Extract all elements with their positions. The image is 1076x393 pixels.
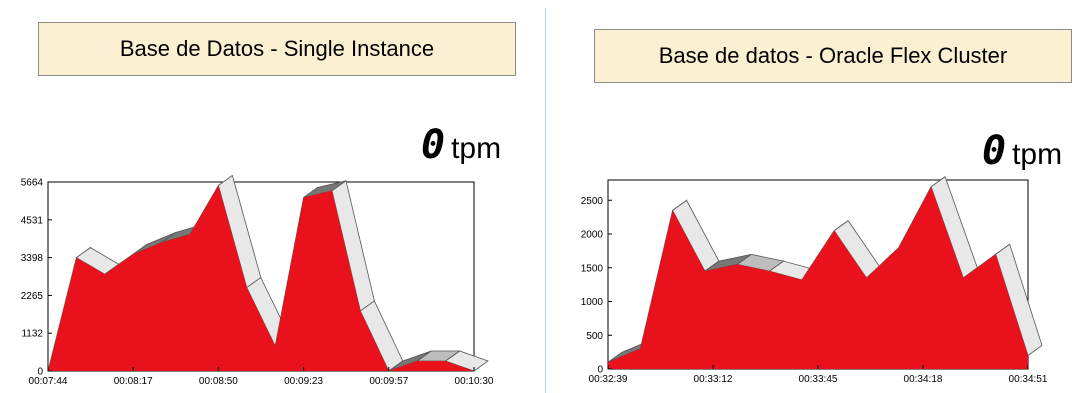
y-tick-label: 0 — [597, 365, 603, 376]
y-tick-label: 2265 — [21, 291, 44, 302]
panel-title-text: Base de Datos - Single Instance — [119, 36, 435, 61]
y-tick-label: 2500 — [581, 196, 604, 207]
tpm-readout-single-instance: 0 tpm — [421, 122, 501, 168]
tpm-readout-flex-cluster: 0 tpm — [982, 128, 1062, 174]
x-tick-label: 00:09:23 — [284, 376, 323, 387]
x-tick-label: 00:33:12 — [694, 374, 733, 385]
tpm-unit: tpm — [1012, 138, 1063, 171]
ribbon-face — [444, 350, 489, 372]
panel-title-text: Base de datos - Oracle Flex Cluster — [658, 43, 1008, 68]
y-tick-label: 1500 — [581, 263, 604, 274]
panel-title-single-instance: Base de Datos - Single Instance — [38, 22, 516, 76]
y-tick-label: 4531 — [21, 215, 44, 226]
x-tick-label: 00:08:17 — [114, 376, 153, 387]
area-series — [608, 186, 1028, 369]
x-tick-label: 00:09:57 — [369, 376, 408, 387]
tpm-value: 0 — [421, 122, 446, 168]
y-tick-label: 1132 — [21, 329, 43, 340]
x-tick-label: 00:10:30 — [455, 376, 494, 387]
x-tick-label: 00:07:44 — [29, 376, 68, 387]
y-tick-label: 5664 — [21, 178, 44, 189]
y-tick-label: 0 — [37, 367, 43, 378]
tpm-unit: tpm — [451, 132, 502, 165]
y-tick-label: 1000 — [581, 297, 604, 308]
x-tick-label: 00:32:39 — [589, 374, 628, 385]
tpm-chart-single-instance: 0 1132 2265 3398 4531 5664 00:07:44 00:08:17 00:… — [21, 174, 494, 387]
panel-divider — [545, 8, 546, 393]
y-tick-label: 2000 — [581, 230, 604, 241]
x-tick-label: 00:34:51 — [1009, 374, 1048, 385]
y-tick-label: 3398 — [21, 253, 44, 264]
y-tick-label: 500 — [586, 331, 603, 342]
area-series — [48, 185, 474, 371]
x-tick-label: 00:34:18 — [904, 374, 943, 385]
tpm-value: 0 — [982, 128, 1007, 174]
x-tick-label: 00:33:45 — [799, 374, 838, 385]
x-tick-label: 00:08:50 — [199, 376, 238, 387]
tpm-chart-flex-cluster: 0 500 1000 1500 2000 2500 00:32:39 00:33:12 00:3… — [581, 176, 1048, 385]
panel-title-flex-cluster: Base de datos - Oracle Flex Cluster — [594, 29, 1072, 83]
